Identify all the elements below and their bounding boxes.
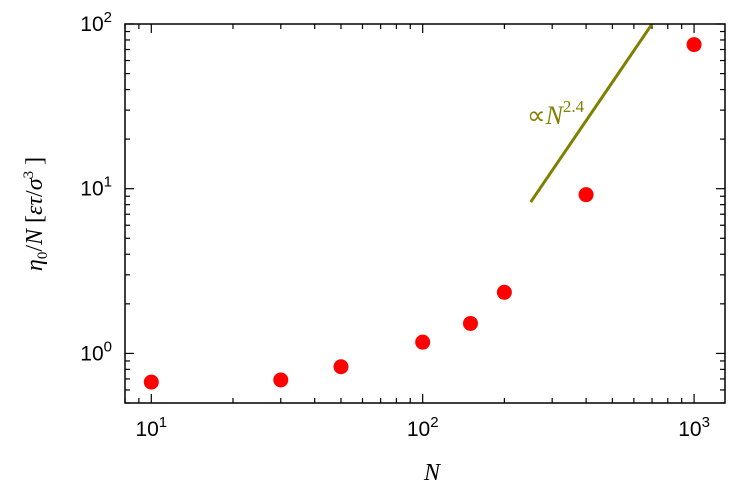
data-point [333, 359, 349, 375]
data-point [686, 37, 702, 53]
y-tick-label: 100 [80, 338, 112, 365]
svg-text:η0/N [ετ/σ3 ]: η0/N [ετ/σ3 ] [21, 157, 51, 271]
x-tick-labels: 101 102 103 [135, 414, 709, 441]
data-point [273, 372, 289, 388]
plot-frame [124, 23, 726, 404]
guide-line-group [529, 23, 654, 203]
x-tick-label: 102 [407, 414, 439, 441]
x-tick-label: 103 [678, 414, 710, 441]
y-tick-label: 101 [80, 174, 112, 201]
power-law-guide-line [529, 23, 654, 203]
axis-ticks [124, 23, 725, 404]
y-tick-labels: 100 101 102 [80, 9, 112, 365]
y-tick-label: 102 [80, 9, 112, 36]
y-axis-label: η0/N [ετ/σ3 ] [21, 157, 51, 271]
data-point [578, 187, 594, 203]
data-point [462, 315, 478, 331]
data-point [415, 334, 431, 350]
data-point [496, 284, 512, 300]
x-tick-label: 101 [135, 414, 167, 441]
x-axis-label: N [423, 460, 442, 486]
data-point [143, 374, 159, 390]
data-points [143, 37, 702, 390]
guide-line-label: ∝N2.4 [527, 97, 585, 130]
